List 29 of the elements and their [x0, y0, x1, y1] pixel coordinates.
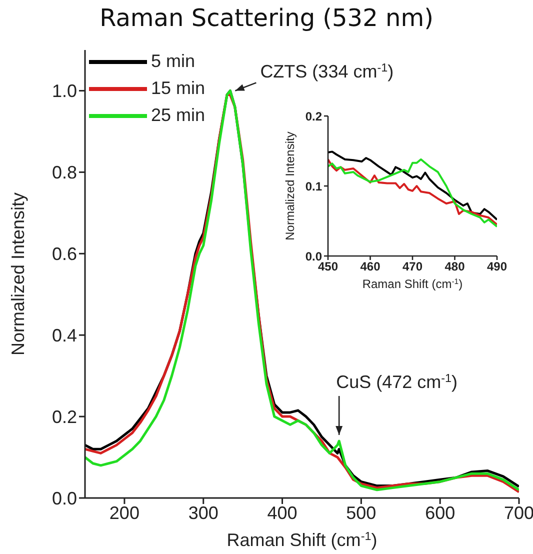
x-tick-label: 300 — [188, 502, 218, 523]
x-axis-title: Raman Shift (cm$^{-1}$) — [226, 530, 378, 550]
y-tick-label: 1.0 — [52, 81, 77, 102]
y-tick-label: 0.2 — [305, 109, 322, 124]
x-tick-label: 470 — [402, 260, 423, 274]
x-tick-label: 460 — [360, 260, 381, 274]
annotation: CuS (472 cm$^{-1}$) — [336, 371, 458, 392]
annotation: CZTS (334 cm$^{-1}$) — [260, 61, 394, 82]
y-tick-label: 0.4 — [52, 325, 77, 346]
y-tick-label: 0.0 — [52, 488, 77, 508]
y-tick-label: 0.1 — [305, 179, 322, 194]
x-axis-title: Raman Shift (cm$^{-1}$) — [362, 276, 463, 291]
line-series — [328, 150, 497, 221]
x-tick-label: 490 — [486, 260, 508, 274]
x-tick-label: 200 — [109, 502, 140, 523]
x-tick-label: 400 — [267, 502, 298, 523]
legend-label: 25 min — [151, 105, 206, 126]
y-tick-label: 0.8 — [52, 162, 77, 183]
y-tick-label: 0.6 — [52, 244, 77, 264]
chart-title: Raman Scattering (532 nm) — [98, 4, 434, 32]
legend-label: 5 min — [151, 51, 196, 72]
y-axis-title: Normalized Intensity — [283, 132, 297, 240]
y-tick-label: 0.2 — [52, 406, 77, 427]
x-tick-label: 700 — [504, 502, 533, 523]
x-tick-label: 500 — [346, 502, 376, 523]
x-tick-label: 600 — [425, 502, 456, 523]
legend-label: 15 min — [151, 78, 206, 99]
y-axis-title: Normalized Intensity — [8, 192, 28, 356]
x-tick-label: 480 — [444, 260, 466, 274]
